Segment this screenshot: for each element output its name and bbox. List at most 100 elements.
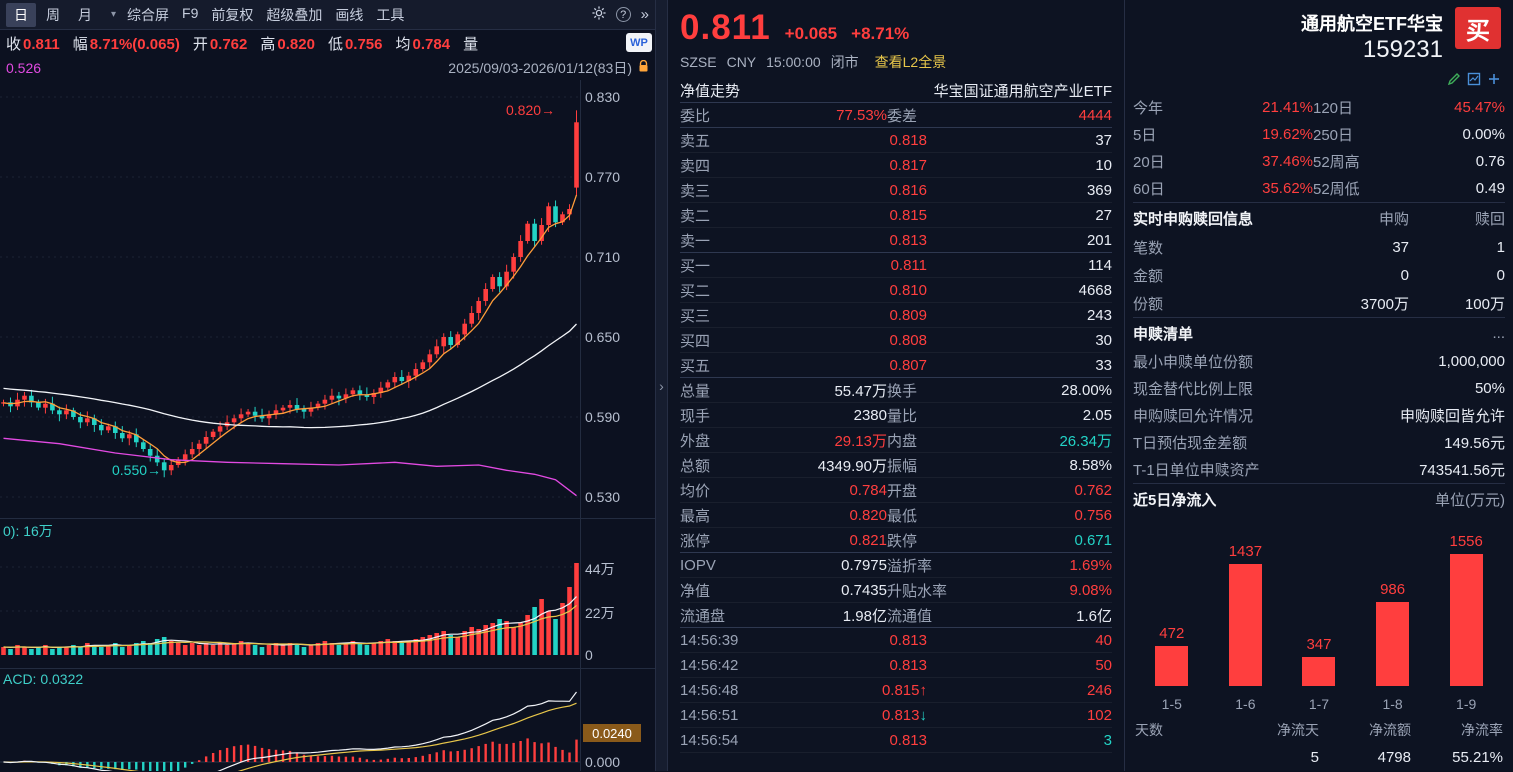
perf-row-2: 20日 37.46% 52周高 0.76 (1133, 148, 1505, 175)
toolbar-item-1[interactable]: F9 (182, 4, 199, 21)
flow-bar-value: 986 (1380, 581, 1406, 598)
l2-view-link[interactable]: 查看L2全景 (874, 54, 947, 70)
more-ellipsis[interactable]: ... (1492, 324, 1505, 342)
toolbar-item-4[interactable]: 画线 (335, 6, 364, 23)
stats-row-6: 涨停 0.821 跌停 0.671 (680, 528, 1112, 553)
perf-value: 21.41% (1262, 99, 1313, 116)
section-title: 实时申购赎回信息 (1133, 210, 1254, 228)
buy-button[interactable]: 买 (1455, 7, 1501, 49)
macd-value-tag: 0.0240 (583, 724, 641, 742)
kline-chart-area[interactable]: 0.830 0.770 0.710 0.650 0.590 0.530 0.820→ 0.… (0, 80, 655, 771)
period-tab-0[interactable]: 日 (6, 2, 36, 27)
stat-value: 55.47万 (834, 382, 887, 400)
list-value: 743541.56元 (1419, 462, 1505, 479)
bid-row-4[interactable]: 买五 0.807 33 (680, 353, 1112, 378)
sub-value-subscribe: 37 (1392, 238, 1409, 256)
more-tools-icon[interactable]: » (640, 6, 649, 23)
flow-stat-value-2: 4798 (1377, 749, 1411, 766)
tick-qty: 102 (1086, 706, 1112, 724)
chevron-right-icon: › (659, 377, 664, 394)
toolbar-item-2[interactable]: 前复权 (211, 6, 254, 23)
flow-stat-value-0 (1135, 749, 1227, 766)
stat-value: 9.08% (1069, 581, 1112, 599)
period-tab-2[interactable]: 月 (78, 6, 92, 23)
toolbar-item-0[interactable]: 综合屏 (127, 6, 170, 23)
info-label: 均 (395, 35, 411, 53)
book-price: 0.809 (889, 306, 927, 324)
tick-qty: 40 (1095, 631, 1112, 649)
net-inflow-bar-chart: 472 1-5 1437 1-6 347 1-7 986 1-8 1556 1-9 (1133, 514, 1505, 712)
toolbar-item-3[interactable]: 超级叠加 (266, 6, 323, 23)
perf-label: 52周高 (1313, 154, 1360, 171)
tick-price: 0.815↑ (742, 682, 927, 699)
info-pair-3: 高 0.820 (260, 33, 315, 54)
bid-row-3[interactable]: 买四 0.808 30 (680, 328, 1112, 353)
tick-price-value: 0.813 (889, 631, 927, 649)
lock-icon[interactable] (638, 59, 649, 76)
ask-row-4[interactable]: 卖一 0.813 201 (680, 228, 1112, 253)
flow-bar-group-3: 986 1-8 (1358, 514, 1428, 712)
tick-time: 14:56:39 (680, 631, 739, 649)
perf-label: 今年 (1133, 100, 1164, 117)
ohlc-info-row: 收 0.811 幅 8.71%(0.065) 开 0.762 高 0.820 低 0.756 均 0.… (0, 30, 655, 56)
book-price: 0.817 (889, 156, 927, 174)
info-label: 幅 (72, 35, 88, 53)
flow-stat-value-1: 5 (1310, 749, 1319, 766)
valuation-row-1: 净值 0.7435 升贴水率 9.08% (680, 578, 1112, 603)
period-tab-1[interactable]: 周 (46, 6, 60, 23)
market-status: 闭市 (830, 54, 859, 70)
chart-section: 日周 月 ▾ 综合屏 F9 前复权 超级叠加 画线 工具 ? » 收 0.811 幅 8.71%(… (0, 0, 655, 771)
wp-badge[interactable]: WP (626, 33, 652, 52)
ask-row-0[interactable]: 卖五 0.818 37 (680, 128, 1112, 153)
gear-icon[interactable] (592, 6, 606, 23)
performance-grid: 今年 21.41% 120日 45.47% 5日 19.62% 250日 0.00% 20日 37… (1133, 94, 1505, 202)
tick-row-0: 14:56:39 0.813 40 (680, 628, 1112, 653)
chart-window-icon[interactable] (1467, 72, 1481, 86)
tick-price: 0.813 (742, 657, 927, 674)
fund-header: 通用航空ETF华宝 买 159231 (1133, 0, 1505, 94)
stat-label: 最高 (680, 507, 711, 525)
ask-row-1[interactable]: 卖四 0.817 10 (680, 153, 1112, 178)
sub-label: 金额 (1133, 267, 1164, 285)
tick-price-value: 0.813 (881, 706, 920, 724)
volume-legend: 0): 16万 (3, 523, 53, 539)
chevron-down-icon[interactable]: ▾ (111, 9, 117, 20)
info-pair-5: 均 0.784 (396, 33, 451, 54)
bid-row-2[interactable]: 买三 0.809 243 (680, 303, 1112, 328)
perf-label: 5日 (1133, 127, 1157, 144)
volume-axis-label: 0 (585, 647, 593, 663)
book-label: 卖一 (680, 232, 711, 250)
add-icon[interactable] (1487, 72, 1501, 86)
quote-time: 15:00:00 (766, 54, 821, 70)
panel-collapse-handle[interactable]: › (655, 0, 668, 771)
toolbar-item-5[interactable]: 工具 (376, 6, 405, 23)
bid-row-1[interactable]: 买二 0.810 4668 (680, 278, 1112, 303)
stat-value: 29.13万 (834, 432, 887, 450)
stats-row-2: 外盘 29.13万 内盘 26.34万 (680, 428, 1112, 453)
weicha-label: 委差 (887, 107, 918, 125)
ask-row-2[interactable]: 卖三 0.816 369 (680, 178, 1112, 203)
list-label: T-1日单位申赎资产 (1133, 462, 1260, 479)
book-label: 买五 (680, 357, 711, 375)
stat-value: 0.756 (1074, 506, 1112, 524)
perf-label: 60日 (1133, 181, 1165, 198)
fund-code: 159231 (1362, 36, 1443, 63)
tick-price-value: 0.815 (881, 681, 920, 699)
bid-row-0[interactable]: 买一 0.811 114 (680, 253, 1112, 278)
info-pair-1: 幅 8.71%(0.065) (73, 33, 180, 54)
stat-label: 振幅 (887, 457, 918, 475)
book-price: 0.813 (889, 231, 927, 249)
info-value: 0.820 (277, 35, 315, 53)
list-label: 现金替代比例上限 (1133, 381, 1254, 398)
weicha-value: 4444 (1078, 106, 1112, 124)
help-icon[interactable]: ? (615, 7, 631, 22)
section-title: 申赎清单 (1133, 325, 1194, 343)
tick-time: 14:56:51 (680, 706, 739, 724)
ask-row-3[interactable]: 卖二 0.815 27 (680, 203, 1112, 228)
volume-chart (0, 563, 580, 655)
candlestick-chart (0, 96, 580, 498)
edit-icon[interactable] (1447, 72, 1461, 86)
book-qty: 369 (1086, 181, 1112, 199)
axis-line (580, 80, 581, 771)
